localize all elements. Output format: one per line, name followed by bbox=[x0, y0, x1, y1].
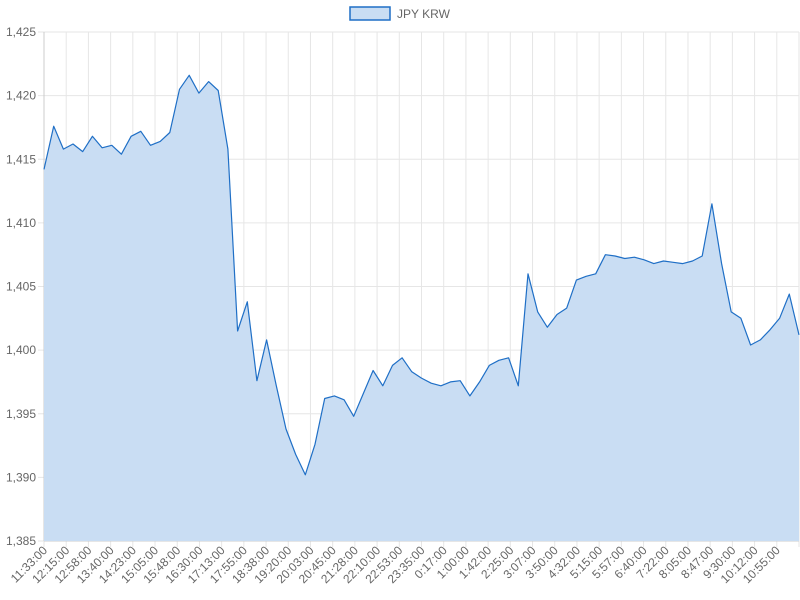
y-tick-label: 1,415 bbox=[6, 152, 36, 166]
series-layer bbox=[43, 74, 800, 542]
series-line-jpy-krw bbox=[43, 74, 800, 476]
y-tick-label: 1,390 bbox=[6, 470, 36, 484]
legend-swatch[interactable] bbox=[349, 6, 391, 21]
y-tick-label: 1,420 bbox=[6, 89, 36, 103]
series-area-jpy-krw bbox=[44, 75, 799, 542]
y-tick-label: 1,405 bbox=[6, 280, 36, 294]
y-tick-label: 1,425 bbox=[6, 25, 36, 39]
y-tick-label: 1,395 bbox=[6, 407, 36, 421]
y-tick-label: 1,400 bbox=[6, 343, 36, 357]
y-tick-label: 1,385 bbox=[6, 534, 36, 548]
y-tick-label: 1,410 bbox=[6, 216, 36, 230]
x-axis: 11:33:0012:15:0012:58:0013:40:0014:23:00… bbox=[8, 540, 799, 586]
legend-label-jpy-krw[interactable]: JPY KRW bbox=[397, 7, 451, 21]
legend[interactable]: JPY KRW bbox=[349, 6, 451, 21]
